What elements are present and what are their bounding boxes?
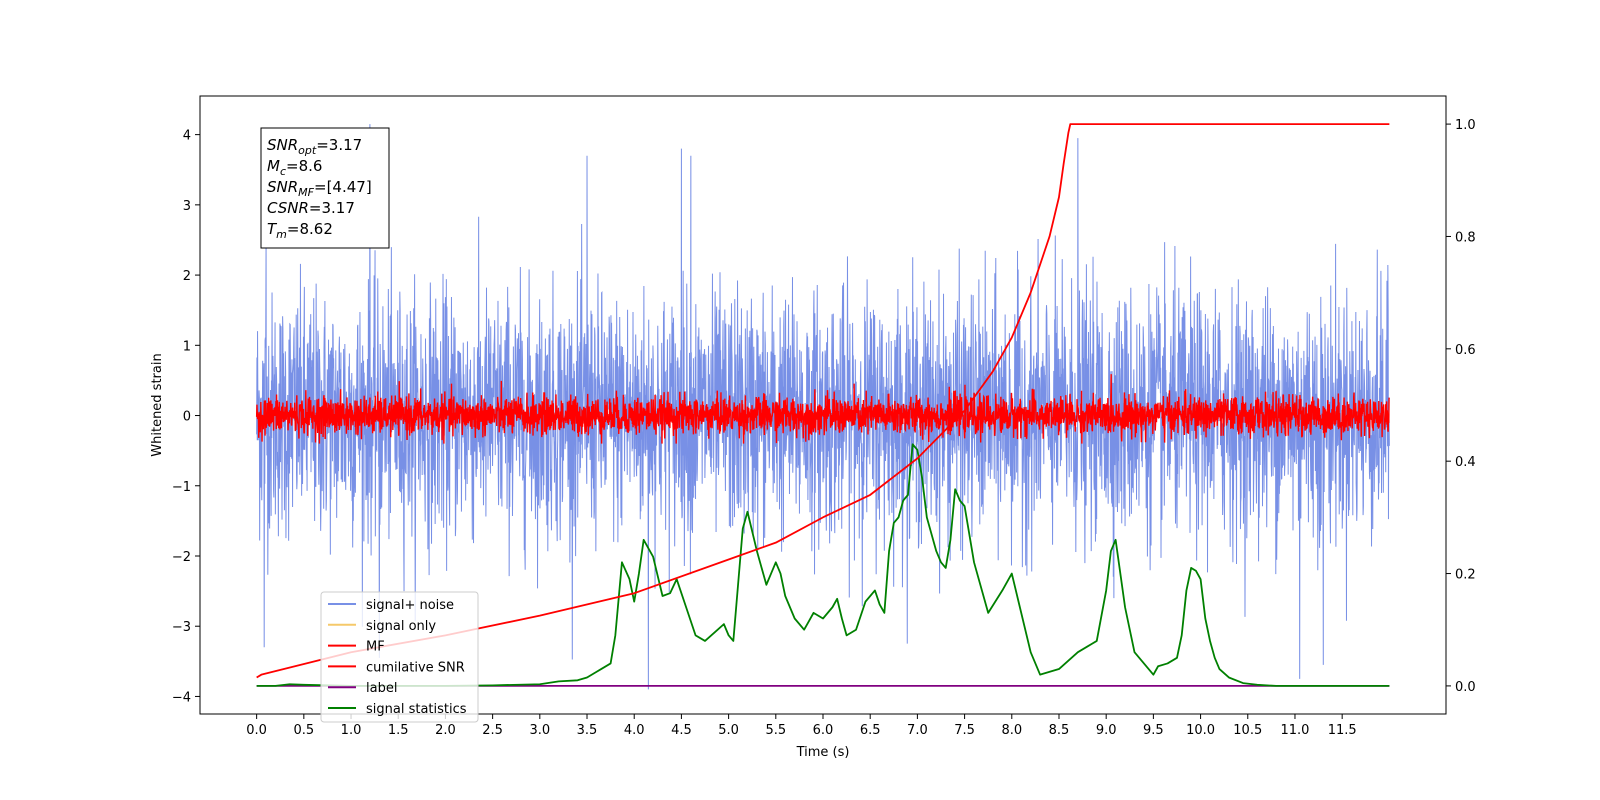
- legend-frame: [320, 591, 479, 723]
- x-tick-label: 5.0: [718, 723, 739, 738]
- x-tick-label: 10.5: [1233, 723, 1262, 738]
- legend-label: cumilative SNR: [366, 660, 465, 675]
- x-tick-label: 11.0: [1280, 723, 1309, 738]
- annotation-symbol: M: [267, 157, 280, 175]
- legend-label: signal only: [366, 619, 436, 634]
- y-tick-label-right: 1.0: [1455, 118, 1476, 133]
- annotation-subscript: MF: [298, 186, 314, 199]
- annotation-line: SNRMF=[4.47]: [267, 178, 372, 199]
- y-tick-label-right: 0.0: [1455, 680, 1476, 695]
- legend-label: MF: [366, 640, 385, 655]
- y-tick-label-left: 2: [183, 269, 191, 284]
- series-signal-plus-noise: [256, 124, 1390, 690]
- x-tick-label: 8.0: [1001, 723, 1022, 738]
- y-tick-label-left: −3: [172, 620, 191, 635]
- y-tick-label-left: −2: [172, 550, 191, 565]
- x-tick-label: 11.5: [1328, 723, 1357, 738]
- legend: signal+ noise signal only MF cumilative SNR…: [320, 591, 479, 723]
- legend-label: signal statistics: [366, 702, 467, 717]
- x-tick-label: 6.0: [813, 723, 834, 738]
- x-tick-label: 7.0: [907, 723, 928, 738]
- x-tick-label: 2.0: [435, 723, 456, 738]
- y-tick-label-right: 0.6: [1455, 343, 1476, 358]
- x-tick-label: 1.5: [388, 723, 409, 738]
- annotation-symbol: CSNR: [267, 199, 309, 217]
- y-tick-label-left: −1: [172, 480, 191, 495]
- y-tick-label-left: 1: [183, 339, 191, 354]
- x-tick-label: 3.0: [529, 723, 550, 738]
- annotation-value: =[4.47]: [314, 178, 372, 196]
- annotation-frame: [260, 127, 390, 249]
- x-tick-label: 4.5: [671, 723, 692, 738]
- x-tick-label: 9.0: [1096, 723, 1117, 738]
- x-axis: 0.0 0.5 1.0 1.5 2.0 2.5 3.0 3.5 4.0 4.5 5.0 5.5 6.0 6…: [246, 714, 1357, 738]
- annotation-value: =8.62: [287, 220, 333, 238]
- y-tick-label-left: 3: [183, 199, 191, 214]
- y-tick-label-right: 0.4: [1455, 455, 1476, 470]
- x-tick-label: 6.5: [860, 723, 881, 738]
- x-tick-label: 7.5: [954, 723, 975, 738]
- y-tick-label-left: 4: [183, 129, 191, 144]
- annotation-subscript: c: [280, 165, 286, 178]
- annotation-line: CSNR=3.17: [267, 199, 355, 217]
- x-tick-label: 3.5: [577, 723, 598, 738]
- y-axis-left: 4 3 2 1 0 −1 −2 −3 −4: [172, 129, 200, 705]
- x-axis-label: Time (s): [796, 745, 850, 760]
- x-tick-label: 0.0: [246, 723, 267, 738]
- annotation-line: Mc=8.6: [267, 157, 322, 178]
- annotation-subscript: opt: [298, 144, 317, 157]
- annotation-subscript: m: [276, 228, 287, 241]
- x-tick-label: 9.5: [1143, 723, 1164, 738]
- x-tick-label: 0.5: [293, 723, 314, 738]
- x-tick-label: 4.0: [624, 723, 645, 738]
- y-tick-label-left: −4: [172, 690, 191, 705]
- series-signal-statistics: [256, 443, 1390, 687]
- y-axis-label: Whitened strain: [150, 353, 165, 456]
- annotation-line: Tm=8.62: [267, 220, 333, 241]
- y-axis-right: 1.0 0.8 0.6 0.4 0.2 0.0: [1446, 118, 1476, 695]
- annotation-value: =8.6: [286, 157, 322, 175]
- x-tick-label: 10.0: [1186, 723, 1215, 738]
- annotation-line: SNRopt=3.17: [267, 136, 362, 157]
- annotation-symbol: SNR: [267, 136, 298, 154]
- y-tick-label-right: 0.2: [1455, 568, 1476, 583]
- legend-label: signal+ noise: [366, 598, 454, 613]
- annotation-symbol: T: [267, 220, 278, 238]
- x-tick-label: 5.5: [765, 723, 786, 738]
- annotation-symbol: SNR: [267, 178, 298, 196]
- x-tick-label: 1.0: [341, 723, 362, 738]
- series-mf: [255, 374, 1391, 444]
- y-tick-label-left: 0: [183, 410, 191, 425]
- legend-label: label: [366, 681, 397, 696]
- annotation-value: =3.17: [309, 199, 355, 217]
- y-tick-label-right: 0.8: [1455, 230, 1476, 245]
- x-tick-label: 2.5: [482, 723, 503, 738]
- annotation-box: SNRopt=3.17Mc=8.6SNRMF=[4.47]CSNR=3.17Tm…: [260, 127, 390, 249]
- x-tick-label: 8.5: [1049, 723, 1070, 738]
- annotation-value: =3.17: [316, 136, 362, 154]
